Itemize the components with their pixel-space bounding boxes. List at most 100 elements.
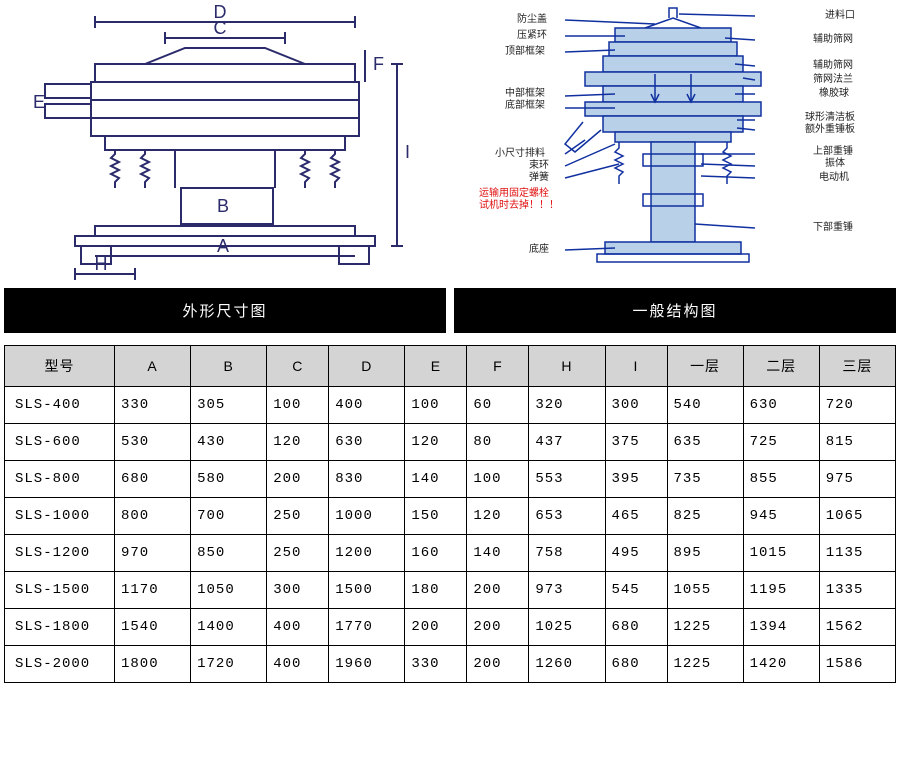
svg-text:振体: 振体 (825, 156, 845, 169)
value-cell: 80 (467, 424, 529, 461)
value-cell: 680 (115, 461, 191, 498)
value-cell: 1562 (819, 609, 895, 646)
value-cell: 1015 (743, 535, 819, 572)
table-row: SLS-120097085025012001601407584958951015… (5, 535, 896, 572)
model-cell: SLS-600 (5, 424, 115, 461)
value-cell: 395 (605, 461, 667, 498)
value-cell: 815 (819, 424, 895, 461)
value-cell: 1540 (115, 609, 191, 646)
value-cell: 1720 (191, 646, 267, 683)
value-cell: 530 (115, 424, 191, 461)
value-cell: 100 (405, 387, 467, 424)
value-cell: 250 (267, 498, 329, 535)
value-cell: 200 (467, 572, 529, 609)
model-cell: SLS-800 (5, 461, 115, 498)
col-model: 型号 (5, 346, 115, 387)
svg-text:H: H (95, 254, 108, 274)
value-cell: 180 (405, 572, 467, 609)
col-c: C (267, 346, 329, 387)
model-cell: SLS-1200 (5, 535, 115, 572)
value-cell: 120 (405, 424, 467, 461)
value-cell: 400 (267, 609, 329, 646)
value-cell: 700 (191, 498, 267, 535)
svg-text:筛网法兰: 筛网法兰 (813, 72, 853, 85)
value-cell: 553 (529, 461, 605, 498)
model-cell: SLS-400 (5, 387, 115, 424)
value-cell: 975 (819, 461, 895, 498)
value-cell: 540 (667, 387, 743, 424)
model-cell: SLS-1000 (5, 498, 115, 535)
value-cell: 725 (743, 424, 819, 461)
value-cell: 200 (467, 646, 529, 683)
model-cell: SLS-1500 (5, 572, 115, 609)
value-cell: 320 (529, 387, 605, 424)
value-cell: 545 (605, 572, 667, 609)
value-cell: 1394 (743, 609, 819, 646)
svg-text:B: B (217, 196, 229, 216)
model-cell: SLS-1800 (5, 609, 115, 646)
svg-text:压紧环: 压紧环 (517, 29, 547, 41)
value-cell: 973 (529, 572, 605, 609)
value-cell: 140 (405, 461, 467, 498)
value-cell: 330 (115, 387, 191, 424)
svg-text:下部重锤: 下部重锤 (813, 220, 853, 233)
col-f: F (467, 346, 529, 387)
value-cell: 1420 (743, 646, 819, 683)
svg-text:电动机: 电动机 (819, 170, 849, 183)
structure-diagram: 防尘盖 压紧环 顶部框架 中部框架 底部框架 小尺寸排料 束环 弹簧 运输用固定… (454, 4, 896, 284)
value-cell: 100 (267, 387, 329, 424)
value-cell: 800 (115, 498, 191, 535)
caption-row: 外形尺寸图 一般结构图 (4, 288, 896, 333)
svg-text:弹簧: 弹簧 (529, 170, 549, 183)
table-row: SLS-40033030510040010060320300540630720 (5, 387, 896, 424)
value-cell: 1055 (667, 572, 743, 609)
value-cell: 140 (467, 535, 529, 572)
col-l2: 二层 (743, 346, 819, 387)
value-cell: 150 (405, 498, 467, 535)
value-cell: 945 (743, 498, 819, 535)
value-cell: 1170 (115, 572, 191, 609)
value-cell: 465 (605, 498, 667, 535)
value-cell: 300 (267, 572, 329, 609)
value-cell: 680 (605, 646, 667, 683)
value-cell: 895 (667, 535, 743, 572)
value-cell: 1335 (819, 572, 895, 609)
diagram-row: D C E F B (0, 0, 900, 284)
value-cell: 300 (605, 387, 667, 424)
value-cell: 200 (405, 609, 467, 646)
value-cell: 1065 (819, 498, 895, 535)
value-cell: 400 (329, 387, 405, 424)
value-cell: 635 (667, 424, 743, 461)
value-cell: 653 (529, 498, 605, 535)
value-cell: 735 (667, 461, 743, 498)
svg-text:底部框架: 底部框架 (505, 98, 545, 111)
value-cell: 120 (467, 498, 529, 535)
value-cell: 330 (405, 646, 467, 683)
table-row: SLS-800680580200830140100553395735855975 (5, 461, 896, 498)
svg-text:E: E (33, 92, 45, 112)
value-cell: 400 (267, 646, 329, 683)
svg-text:顶部框架: 顶部框架 (505, 44, 545, 57)
table-row: SLS-60053043012063012080437375635725815 (5, 424, 896, 461)
col-l3: 三层 (819, 346, 895, 387)
value-cell: 1195 (743, 572, 819, 609)
col-a: A (115, 346, 191, 387)
value-cell: 1586 (819, 646, 895, 683)
svg-text:球形清洁板: 球形清洁板 (805, 110, 855, 123)
value-cell: 1200 (329, 535, 405, 572)
spec-table: 型号 A B C D E F H I 一层 二层 三层 SLS-40033030… (4, 345, 896, 683)
value-cell: 200 (267, 461, 329, 498)
caption-left: 外形尺寸图 (4, 288, 446, 333)
col-e: E (405, 346, 467, 387)
value-cell: 437 (529, 424, 605, 461)
warning-line1: 运输用固定螺栓 (479, 186, 549, 199)
table-row: SLS-180015401400400177020020010256801225… (5, 609, 896, 646)
value-cell: 1050 (191, 572, 267, 609)
value-cell: 200 (467, 609, 529, 646)
model-cell: SLS-2000 (5, 646, 115, 683)
col-h: H (529, 346, 605, 387)
svg-text:辅助筛网: 辅助筛网 (813, 32, 853, 45)
value-cell: 60 (467, 387, 529, 424)
value-cell: 1225 (667, 609, 743, 646)
value-cell: 495 (605, 535, 667, 572)
